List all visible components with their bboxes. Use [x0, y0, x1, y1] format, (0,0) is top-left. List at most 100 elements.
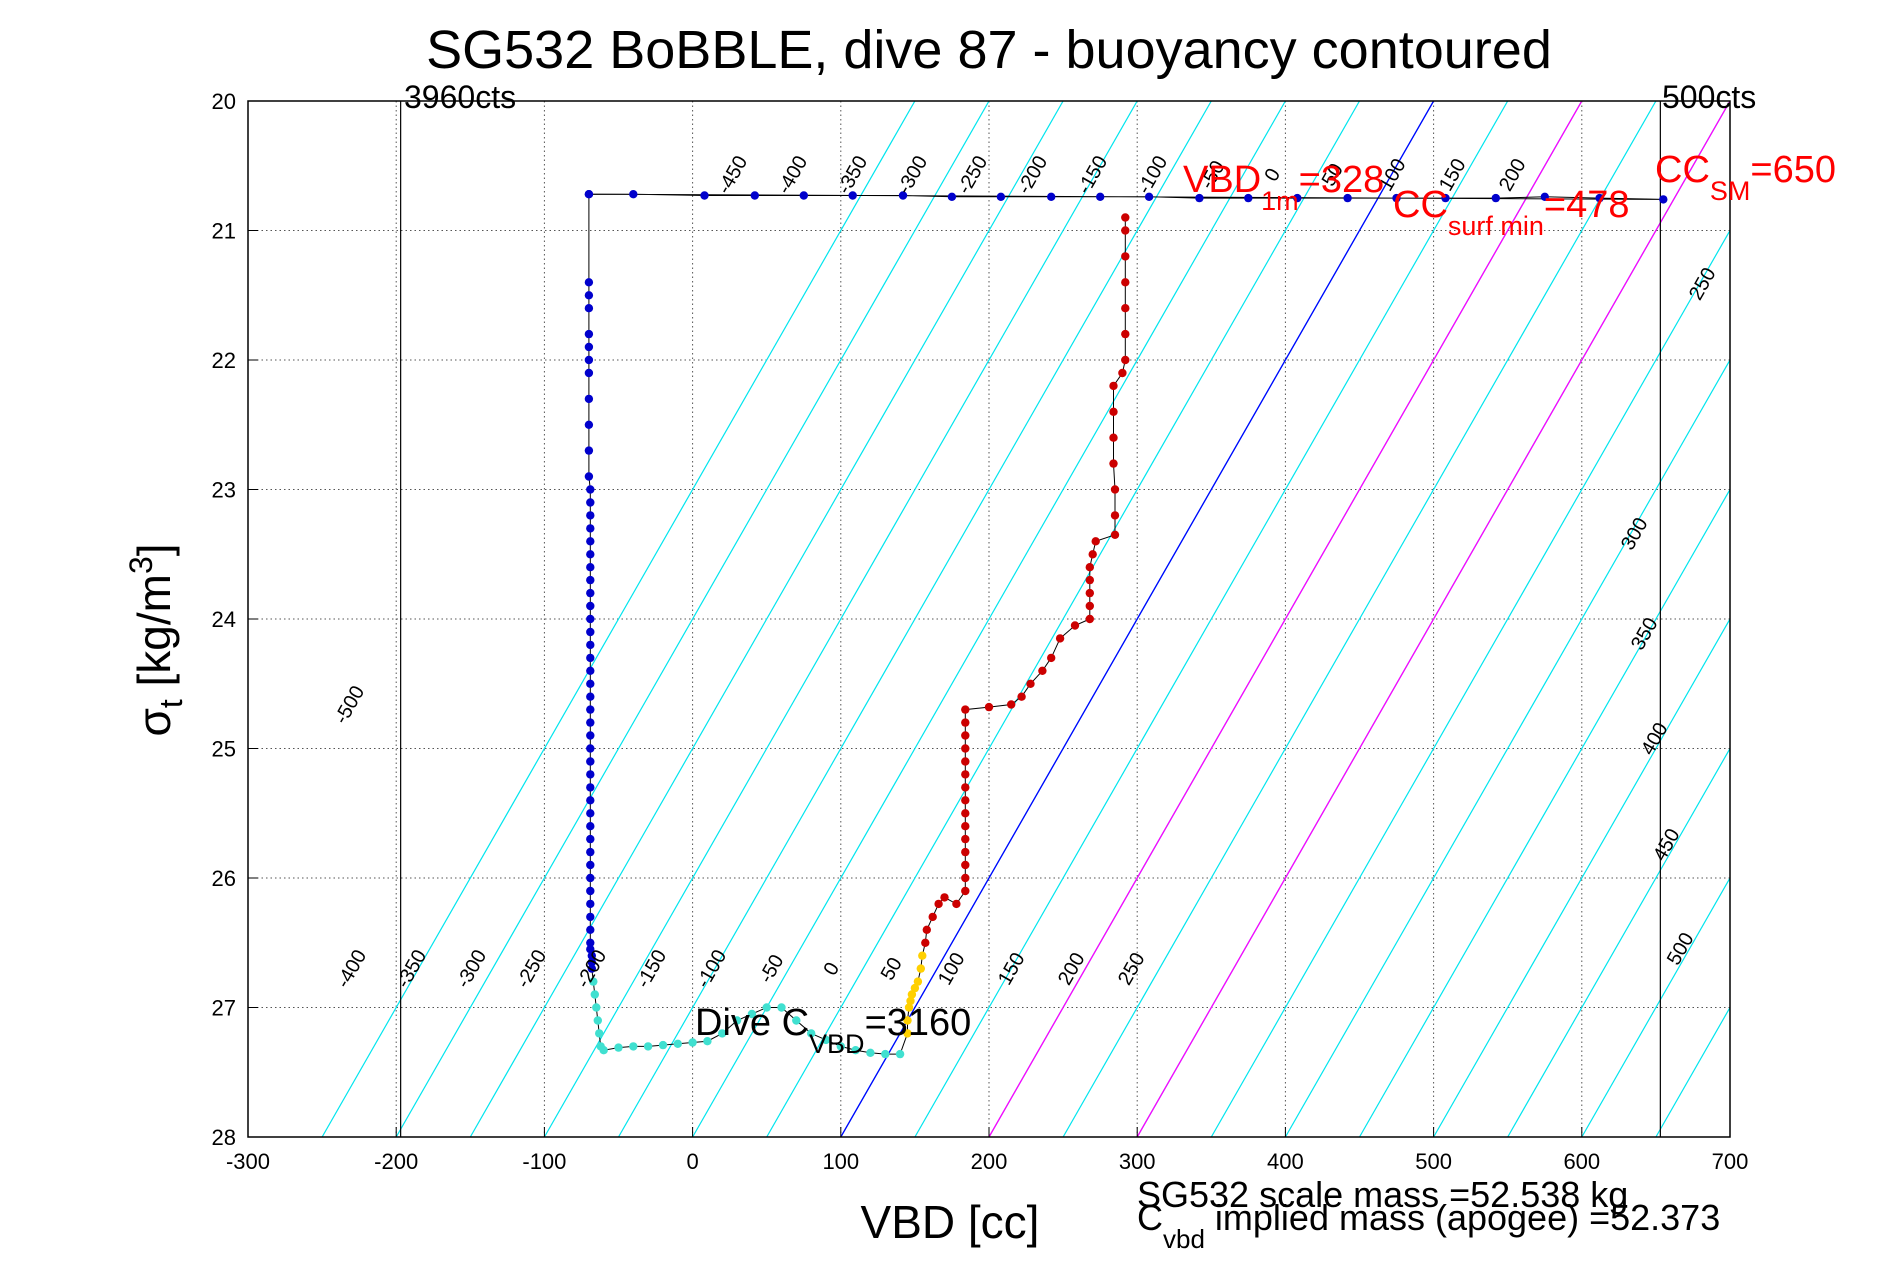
data-point [586, 887, 594, 895]
data-point [1109, 382, 1117, 390]
data-point [585, 472, 593, 480]
data-point [1047, 654, 1055, 662]
data-point [586, 641, 594, 649]
data-point [1109, 408, 1117, 416]
data-point [585, 395, 593, 403]
data-point [1086, 589, 1094, 597]
data-point [586, 835, 594, 843]
y-label-sub: t [153, 699, 189, 708]
data-point [1121, 213, 1129, 221]
data-point [1017, 693, 1025, 701]
data-point [1109, 434, 1117, 442]
data-point [940, 893, 948, 901]
data-point [1111, 485, 1119, 493]
data-point [961, 718, 969, 726]
data-point [586, 498, 594, 506]
data-point [585, 369, 593, 377]
buoyancy-contour-line [1878, 101, 1891, 1137]
buoyancy-contour-line [1730, 101, 1891, 1137]
data-point [1109, 459, 1117, 467]
data-point [1118, 369, 1126, 377]
data-point [586, 589, 594, 597]
data-point [586, 550, 594, 558]
chart-title: SG532 BoBBLE, dive 87 - buoyancy contour… [426, 20, 1552, 80]
data-point [952, 900, 960, 908]
data-point [1121, 304, 1129, 312]
y-axis-label: σt [kg/m3] [123, 543, 189, 736]
y-tick-label: 22 [212, 348, 236, 373]
data-point [1092, 537, 1100, 545]
data-point [614, 1043, 622, 1051]
data-point [586, 718, 594, 726]
data-point [961, 757, 969, 765]
data-point [659, 1041, 667, 1049]
data-point [585, 330, 593, 338]
x-tick-label: 300 [1119, 1149, 1156, 1174]
data-point [1056, 634, 1064, 642]
x-tick-label: 0 [686, 1149, 698, 1174]
y-label-main: σ [128, 708, 180, 736]
data-point [1121, 330, 1129, 338]
data-point [594, 1016, 602, 1024]
data-point [1121, 356, 1129, 364]
data-point [586, 731, 594, 739]
data-point [586, 848, 594, 856]
data-point [918, 952, 926, 960]
data-point [586, 563, 594, 571]
data-point [985, 703, 993, 711]
data-point [586, 913, 594, 921]
data-point [586, 744, 594, 752]
data-point [585, 190, 593, 198]
data-point [961, 770, 969, 778]
x-tick-label: 700 [1712, 1149, 1749, 1174]
y-tick-label: 27 [212, 996, 236, 1021]
data-point [1121, 226, 1129, 234]
data-point [921, 939, 929, 947]
data-point [1038, 667, 1046, 675]
x-tick-label: 600 [1563, 1149, 1600, 1174]
x-tick-label: -100 [522, 1149, 566, 1174]
data-point [866, 1049, 874, 1057]
y-label-rest: [kg/m [128, 574, 180, 699]
data-point [1071, 621, 1079, 629]
data-point [948, 193, 956, 201]
data-point [961, 744, 969, 752]
data-point [585, 278, 593, 286]
data-point [1086, 615, 1094, 623]
data-point [1086, 563, 1094, 571]
data-point [586, 511, 594, 519]
data-point [1111, 511, 1119, 519]
data-point [1086, 602, 1094, 610]
data-point [961, 887, 969, 895]
data-point [586, 770, 594, 778]
data-point [586, 757, 594, 765]
data-point [1121, 278, 1129, 286]
data-point [961, 861, 969, 869]
data-point [1096, 193, 1104, 201]
data-point [881, 1050, 889, 1058]
data-point [586, 628, 594, 636]
data-point [586, 783, 594, 791]
y-tick-label: 24 [212, 607, 236, 632]
data-point [585, 446, 593, 454]
data-point [586, 537, 594, 545]
x-tick-label: 400 [1267, 1149, 1304, 1174]
data-point [586, 900, 594, 908]
data-point [586, 861, 594, 869]
data-point [586, 602, 594, 610]
data-point [629, 190, 637, 198]
data-point [592, 1003, 600, 1011]
y-tick-label: 25 [212, 737, 236, 762]
annotation-implied-mass: Cvbd implied mass (apogee) =52.373 [1137, 1197, 1720, 1254]
data-point [585, 343, 593, 351]
x-tick-label: -200 [374, 1149, 418, 1174]
y-tick-label: 26 [212, 866, 236, 891]
data-point [923, 926, 931, 934]
data-point [600, 1046, 608, 1054]
data-point [591, 990, 599, 998]
data-point [961, 705, 969, 713]
data-point [586, 693, 594, 701]
x-tick-label: 100 [822, 1149, 859, 1174]
data-point [961, 731, 969, 739]
